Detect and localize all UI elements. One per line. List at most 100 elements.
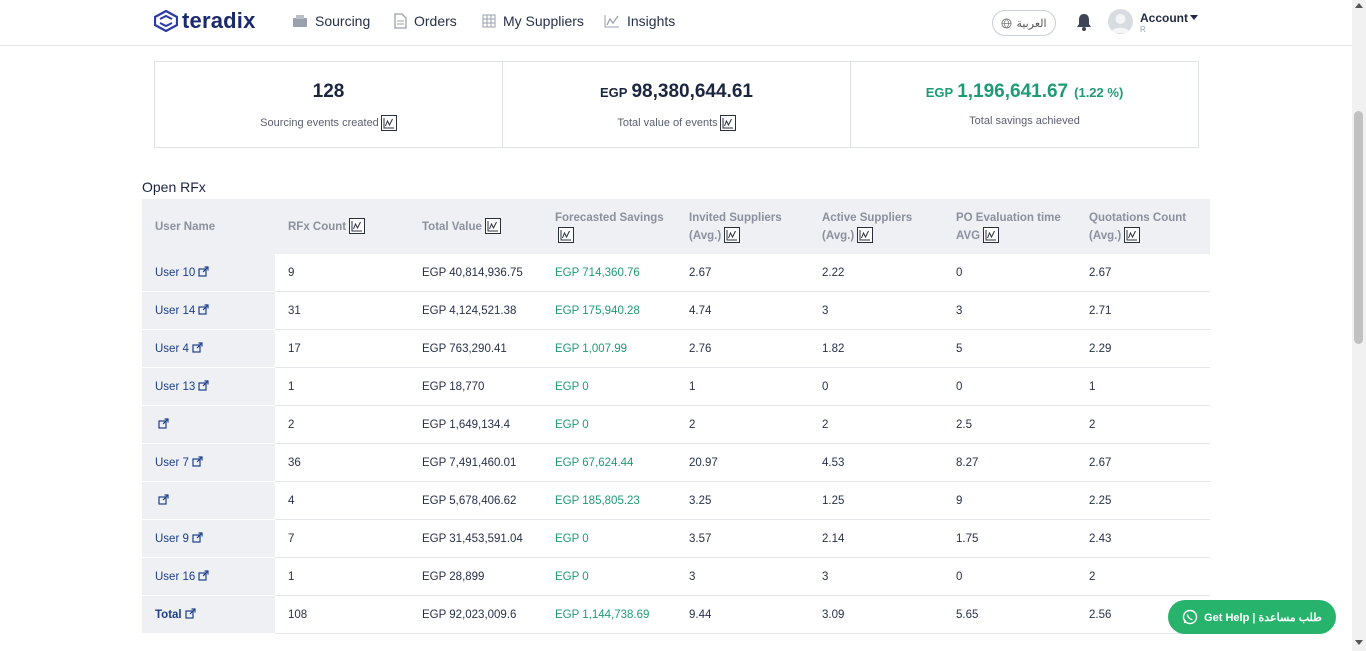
- trend-chart-icon[interactable]: [719, 115, 736, 131]
- external-link-icon[interactable]: [192, 531, 203, 546]
- cell-active: 2.22: [809, 254, 943, 292]
- table-row: User 9 7 EGP 31,453,591.04 EGP 0 3.57 2.14 1.7…: [142, 519, 1210, 558]
- trend-chart-icon[interactable]: [857, 227, 874, 244]
- user-link[interactable]: User 16: [155, 569, 209, 584]
- stat-number: 128: [312, 81, 345, 102]
- cell-invited: 9.44: [676, 595, 809, 634]
- cell-quotes: 2.29: [1076, 329, 1210, 368]
- whatsapp-icon: [1182, 609, 1198, 625]
- page-scrollbar-thumb[interactable]: [1354, 111, 1363, 344]
- avatar[interactable]: [1108, 9, 1133, 34]
- stat-currency: EGP: [600, 85, 628, 100]
- trend-chart-icon[interactable]: [558, 227, 574, 244]
- external-link-icon[interactable]: [198, 569, 209, 584]
- cell-active: 4.53: [809, 443, 943, 482]
- cell-po: 5.65: [943, 595, 1076, 634]
- user-name-cell: User 16: [142, 557, 275, 596]
- cell-quotes: 2: [1076, 557, 1210, 596]
- cell-po: 3: [943, 291, 1076, 330]
- cell-value: EGP 4,124,521.38: [409, 291, 542, 330]
- column-header: Quotations Count (Avg.): [1076, 199, 1210, 254]
- get-help-label: Get Help | طلب مساعدة: [1204, 611, 1322, 624]
- user-link[interactable]: User 9: [155, 531, 203, 546]
- user-name: User 13: [155, 380, 196, 393]
- user-link[interactable]: User 13: [155, 379, 209, 394]
- get-help-button[interactable]: Get Help | طلب مساعدة: [1168, 600, 1336, 634]
- user-name-cell: User 9: [142, 519, 275, 558]
- column-header-label: PO Evaluation time AVG: [956, 211, 1061, 242]
- trend-chart-icon[interactable]: [983, 227, 1000, 244]
- notifications-bell-icon[interactable]: [1075, 12, 1093, 37]
- user-link[interactable]: User 7: [155, 455, 203, 470]
- language-toggle-button[interactable]: العربية: [992, 10, 1056, 36]
- user-link[interactable]: User 14: [155, 303, 209, 318]
- external-link-icon[interactable]: [192, 455, 203, 470]
- stat-label-row: Total savings achieved: [851, 115, 1198, 127]
- cell-po: 0: [943, 367, 1076, 406]
- cell-active: 2.14: [809, 519, 943, 558]
- external-link-icon[interactable]: [158, 493, 169, 508]
- table-header-row: User Name RFx Count Total Value Forecasted …: [142, 199, 1210, 254]
- nav-orders[interactable]: Orders: [394, 13, 457, 29]
- stat-currency: EGP: [925, 85, 954, 100]
- user-link[interactable]: Total: [155, 607, 196, 622]
- table-row: User 4 17 EGP 763,290.41 EGP 1,007.99 2.76 1.…: [142, 329, 1210, 368]
- user-name: User 16: [155, 570, 196, 583]
- nav-sourcing[interactable]: Sourcing: [292, 13, 370, 29]
- user-link[interactable]: [155, 417, 169, 432]
- cell-po: 0: [943, 254, 1076, 292]
- cell-count: 1: [275, 367, 409, 406]
- nav-insights[interactable]: Insights: [604, 13, 675, 29]
- external-link-icon[interactable]: [198, 265, 209, 280]
- external-link-icon[interactable]: [158, 417, 169, 432]
- cell-count: 17: [275, 329, 409, 368]
- user-link[interactable]: User 4: [155, 341, 203, 356]
- external-link-icon[interactable]: [198, 303, 209, 318]
- cell-savings: EGP 714,360.76: [542, 254, 676, 292]
- chevron-down-icon[interactable]: [1190, 15, 1198, 20]
- cell-count: 2: [275, 405, 409, 444]
- teradix-logo-icon: [154, 10, 178, 32]
- external-link-icon[interactable]: [198, 379, 209, 394]
- user-name-cell: User 14: [142, 291, 275, 330]
- account-menu[interactable]: Account: [1140, 11, 1188, 25]
- nav-my-suppliers[interactable]: My Suppliers: [482, 13, 584, 29]
- trend-chart-icon[interactable]: [380, 115, 397, 131]
- trend-chart-icon[interactable]: [1124, 227, 1141, 244]
- stat-value: EGP 1,196,641.67 (1.22 %): [851, 81, 1198, 103]
- brand-logo[interactable]: teradix: [154, 8, 256, 34]
- column-header-label: Total Value: [422, 220, 482, 233]
- cell-quotes: 2.67: [1076, 443, 1210, 482]
- user-avatar-icon: [1111, 14, 1130, 33]
- trend-chart-icon[interactable]: [724, 227, 741, 244]
- cell-savings: EGP 1,144,738.69: [542, 595, 676, 634]
- user-name-cell: User 13: [142, 367, 275, 406]
- user-name: User 4: [155, 342, 189, 355]
- cell-value: EGP 1,649,134.4: [409, 405, 542, 444]
- cell-savings: EGP 0: [542, 519, 676, 558]
- cell-value: EGP 5,678,406.62: [409, 481, 542, 520]
- cell-quotes: 2.25: [1076, 481, 1210, 520]
- user-name-cell: Total: [142, 595, 275, 634]
- section-title: Open RFx: [142, 179, 206, 195]
- scroll-down-icon[interactable]: [1355, 640, 1363, 645]
- external-link-icon[interactable]: [192, 341, 203, 356]
- user-link[interactable]: [155, 493, 169, 508]
- nav-orders-label: Orders: [414, 13, 457, 29]
- cell-invited: 2.76: [676, 329, 809, 368]
- cell-active: 3.09: [809, 595, 943, 634]
- nav-my-suppliers-label: My Suppliers: [503, 13, 584, 29]
- table-row: Total 108 EGP 92,023,009.6 EGP 1,144,738.69…: [142, 595, 1210, 634]
- stat-total-value: EGP 98,380,644.61 Total value of events: [503, 62, 851, 147]
- external-link-icon[interactable]: [185, 607, 196, 622]
- column-header-label: User Name: [155, 220, 216, 233]
- cell-invited: 4.74: [676, 291, 809, 330]
- cell-quotes: 2.43: [1076, 519, 1210, 558]
- cell-value: EGP 7,491,460.01: [409, 443, 542, 482]
- trend-chart-icon[interactable]: [484, 218, 501, 235]
- trend-chart-icon[interactable]: [349, 218, 366, 235]
- user-link[interactable]: User 10: [155, 265, 209, 280]
- table-row: User 14 31 EGP 4,124,521.38 EGP 175,940.28 4…: [142, 291, 1210, 330]
- scroll-up-icon[interactable]: [1355, 3, 1363, 8]
- cell-active: 1.25: [809, 481, 943, 520]
